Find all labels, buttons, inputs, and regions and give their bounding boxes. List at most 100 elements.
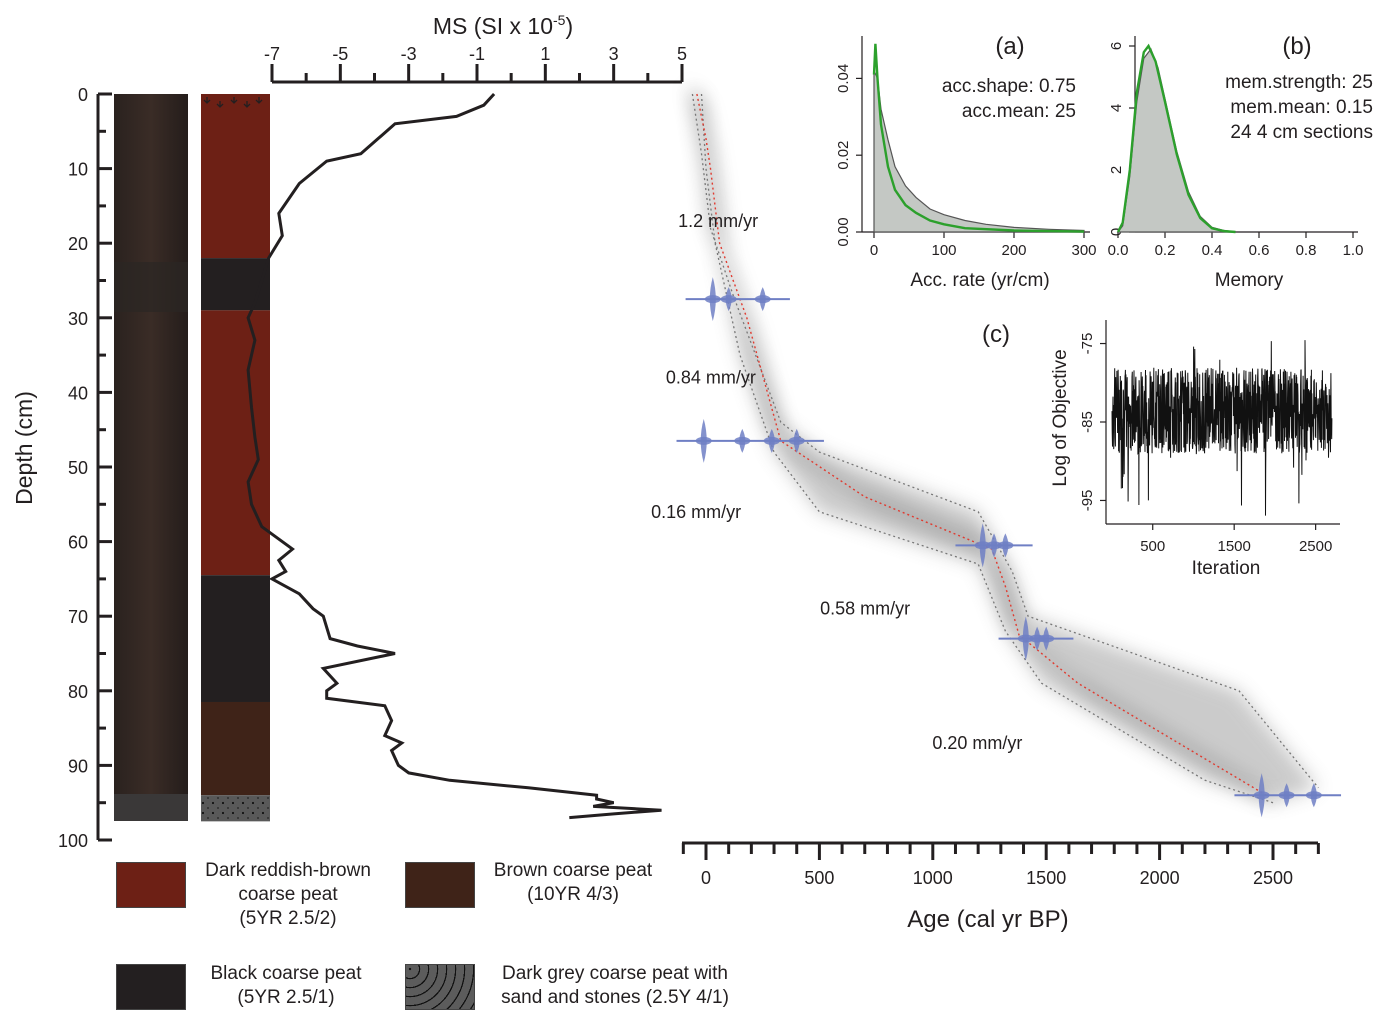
rate-annotation: 0.84 mm/yr	[666, 367, 756, 387]
inset-y-tick-label: 2	[1108, 166, 1125, 174]
inset-text: 24 4 cm sections	[1230, 122, 1373, 143]
inset-x-tick-label: 1500	[1217, 538, 1250, 555]
legend-swatch	[405, 862, 475, 908]
lithology-unit	[201, 310, 270, 576]
age-axis: 0 500 1000 1500 2000 2500	[681, 841, 1320, 888]
depth-tick-label: 30	[68, 309, 88, 329]
ms-tick-label: -3	[401, 44, 417, 64]
inset-x-tick-label: 0.4	[1202, 242, 1223, 259]
inset-x-tick-label: 1.0	[1343, 242, 1364, 259]
inset-a-acc-rate: 0 100 200 300 0.00 0.02 0.04 Acc. rate (yr/cm) (…	[835, 33, 1097, 291]
objective-trace	[1111, 340, 1333, 516]
rate-annotation: 1.2 mm/yr	[678, 211, 758, 231]
date-probability	[695, 436, 712, 445]
inset-x-tick-label: 0.6	[1249, 242, 1270, 259]
age-axis-label: Age (cal yr BP)	[907, 906, 1068, 933]
age-tick-label: 1500	[1026, 868, 1066, 888]
inset-y-tick-label: 0.04	[835, 64, 852, 93]
depth-tick-label: 70	[68, 607, 88, 627]
root-symbols-icon	[203, 97, 263, 108]
rate-annotation: 0.20 mm/yr	[932, 733, 1022, 753]
ms-tick-label: -5	[332, 44, 348, 64]
legend-label: Dark reddish-brown coarse peat (5YR 2.5/2)	[205, 860, 371, 929]
inset-y-tick-label: -95	[1079, 490, 1096, 512]
inset-c-iterations: 500 1500 2500 -75 -85 -95 Iteration Log of Obje…	[982, 320, 1340, 579]
ms-tick-label: -7	[264, 44, 280, 64]
posterior-line	[1116, 43, 1236, 234]
inset-x-tick-label: 2500	[1299, 538, 1332, 555]
rate-annotations: 1.2 mm/yr 0.84 mm/yr 0.16 mm/yr 0.58 mm/yr 0…	[651, 211, 1022, 753]
date-probability	[1038, 634, 1055, 643]
lithology-unit	[201, 575, 270, 702]
legend-label: Dark grey coarse peat with sand and stone…	[501, 963, 729, 1008]
inset-y-tick-label: 6	[1108, 42, 1125, 50]
date-probability	[1305, 791, 1322, 800]
inset-panel-label: (c)	[982, 321, 1010, 348]
inset-x-tick-label: 0.2	[1155, 242, 1176, 259]
inset-x-tick-label: 300	[1071, 242, 1096, 259]
age-tick-label: 2000	[1140, 868, 1180, 888]
date-probability	[997, 541, 1014, 550]
inset-x-tick-label: 200	[1001, 242, 1026, 259]
depth-tick-label: 60	[68, 533, 88, 553]
depth-tick-label: 0	[78, 85, 88, 105]
date-probability	[704, 295, 721, 304]
legend-swatch	[116, 964, 186, 1010]
inset-text: mem.mean: 0.15	[1230, 97, 1373, 118]
inset-text: acc.mean: 25	[962, 101, 1076, 122]
depth-tick-label: 90	[68, 756, 88, 776]
inset-x-tick-label: 100	[931, 242, 956, 259]
inset-y-tick-label: -75	[1079, 333, 1096, 355]
inset-y-tick-label: 0.02	[835, 141, 852, 170]
ms-tick-label: 3	[609, 44, 619, 64]
ms-curve	[246, 92, 662, 820]
date-probability	[754, 295, 771, 304]
inset-x-label: Iteration	[1192, 558, 1261, 579]
lithology-unit	[201, 258, 270, 311]
ms-axis-title: MS (SI x 10-5)	[433, 12, 573, 39]
calibrated-dates	[676, 277, 1342, 818]
inset-x-tick-label: 0.8	[1296, 242, 1317, 259]
core-photo	[114, 94, 188, 821]
legend-label: Black coarse peat (5YR 2.5/1)	[210, 963, 362, 1008]
date-probability	[734, 436, 751, 445]
inset-x-tick-label: 500	[1140, 538, 1165, 555]
ms-tick-label: 1	[540, 44, 550, 64]
inset-y-tick-label: 0.00	[835, 217, 852, 246]
date-probability	[1017, 634, 1034, 643]
date-probability	[986, 541, 1003, 550]
inset-text: mem.strength: 25	[1225, 72, 1373, 93]
ms-axis: -7 -5 -3 -1 1 3 5	[264, 44, 687, 84]
ms-tick-label: -1	[469, 44, 485, 64]
rate-annotation: 0.16 mm/yr	[651, 502, 741, 522]
inset-panel-label: (b)	[1282, 33, 1311, 60]
legend-swatch	[116, 862, 186, 908]
inset-y-tick-label: 0	[1108, 228, 1125, 236]
depth-tick-label: 10	[68, 160, 88, 180]
age-depth-model: 1.2 mm/yr 0.84 mm/yr 0.16 mm/yr 0.58 mm/yr 0…	[651, 82, 1342, 818]
inset-panel-label: (a)	[995, 33, 1024, 60]
lithology-column	[201, 94, 270, 822]
age-tick-label: 500	[804, 868, 834, 888]
age-upper-bound	[691, 93, 1319, 789]
date-probability	[1253, 791, 1270, 800]
lithology-unit	[201, 94, 270, 259]
legend-label: Brown coarse peat (10YR 4/3)	[493, 860, 653, 905]
posterior-line	[872, 43, 1085, 233]
inset-x-tick-label: 0.0	[1108, 242, 1129, 259]
depth-tick-label: 20	[68, 234, 88, 254]
age-tick-label: 1000	[913, 868, 953, 888]
depth-tick-label: 100	[58, 831, 88, 851]
date-probability	[788, 436, 805, 445]
age-tick-label: 2500	[1253, 868, 1293, 888]
depth-axis: 0 10 20 30 40 50 60 70 80 90 100	[58, 85, 112, 851]
date-probability	[763, 436, 780, 445]
inset-x-label: Acc. rate (yr/cm)	[910, 270, 1049, 291]
depth-tick-label: 80	[68, 682, 88, 702]
age-tick-label: 0	[701, 868, 711, 888]
inset-b-memory: 0.0 0.2 0.4 0.6 0.8 1.0 0 2 4 6 Memory (b) mem.stren…	[1108, 33, 1373, 291]
date-probability	[720, 295, 737, 304]
inset-text: acc.shape: 0.75	[942, 76, 1076, 97]
inset-y-label: Log of Objective	[1050, 349, 1071, 486]
